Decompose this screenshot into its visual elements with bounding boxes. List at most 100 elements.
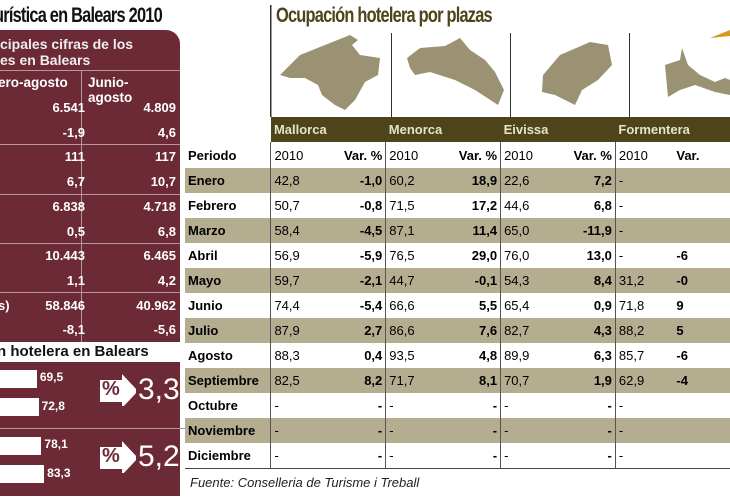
table-cell: 42,8 <box>270 168 329 193</box>
table-cell: 18,9 <box>443 168 502 193</box>
table-cell: Junio <box>188 298 223 313</box>
table-cell: 2,7 <box>328 318 387 343</box>
island-header: Mallorca <box>270 117 386 142</box>
table-cell: - <box>328 443 387 469</box>
subheader: 2010 <box>385 142 444 168</box>
table-cell: -0,8 <box>328 193 387 218</box>
bar-value: 69,5 <box>39 370 64 384</box>
subheader: Var. <box>676 147 700 163</box>
table-cell: 86,6 <box>385 318 444 343</box>
table-cell: - <box>614 393 674 418</box>
table-cell: 8,2 <box>328 368 387 393</box>
value-jun-aug: 4,6 <box>157 124 176 140</box>
occupancy-table: Mallorca Menorca Eivissa Formentera Periodo 2… <box>185 117 730 469</box>
value-jan-aug: 58.846 <box>45 297 85 313</box>
subheader: 2010 <box>500 142 558 168</box>
table-cell <box>673 193 730 218</box>
table-cell: - <box>614 418 674 443</box>
table-cell: Agosto <box>188 348 233 363</box>
table-cell: 71,5 <box>385 193 444 218</box>
table-cell: 56,9 <box>270 243 329 268</box>
value-jun-aug: 6.465 <box>143 248 176 264</box>
island-maps <box>270 5 730 117</box>
table-cell: - <box>500 393 558 418</box>
table-cell: 82,5 <box>270 368 329 393</box>
bar-current <box>0 465 45 483</box>
table-cell: - <box>557 393 616 418</box>
table-cell: - <box>270 443 329 469</box>
divider <box>0 144 180 146</box>
table-cell: 65,4 <box>500 293 558 318</box>
table-cell: 74,4 <box>270 293 329 318</box>
table-cell: 4,8 <box>443 343 502 368</box>
table-cell: - <box>614 443 674 469</box>
table-cell: 88,2 <box>614 318 674 343</box>
island-header: Formentera <box>615 117 730 142</box>
table-cell: -6 <box>676 348 688 363</box>
value-jun-aug: 117 <box>155 149 176 165</box>
subheader: 2010 <box>614 142 674 168</box>
table-cell: 76,0 <box>500 243 558 268</box>
occupancy-bars-panel: 69,5 72,8 % 3,3 78,1 83,3 % 5,2 <box>0 362 190 496</box>
percent-symbol: % <box>102 378 120 400</box>
table-cell: 88,3 <box>270 343 329 368</box>
percent-symbol: % <box>102 445 120 467</box>
table-cell: - <box>557 418 616 443</box>
value-jan-aug: 6.541 <box>52 100 85 115</box>
arrow-decoration-icon <box>710 30 730 38</box>
value-jan-aug: 111 <box>64 149 85 165</box>
figure-row: 6.838 4.718 <box>0 194 180 219</box>
table-row: Noviembre - - - - - - - <box>185 418 730 443</box>
table-cell <box>673 443 730 469</box>
value-jun-aug: 10,7 <box>150 174 176 190</box>
table-cell: 60,2 <box>385 168 444 193</box>
value-jun-aug: 6,8 <box>157 223 176 239</box>
subheader: Periodo <box>188 147 237 163</box>
table-cell: 44,6 <box>500 193 558 218</box>
table-row: Mayo 59,7 -2,1 44,7 -0,1 54,3 8,4 31,2 -0 <box>185 268 730 293</box>
table-cell: 17,2 <box>443 193 502 218</box>
table-row: Julio 87,9 2,7 86,6 7,6 82,7 4,3 88,2 5 <box>185 318 730 343</box>
divider <box>510 33 511 117</box>
table-cell: 59,7 <box>270 268 329 293</box>
subheader: Var. % <box>557 142 616 168</box>
bar-value: 83,3 <box>47 466 71 480</box>
figure-row: -1,9 4,6 <box>0 120 180 145</box>
table-row: Febrero 50,7 -0,8 71,5 17,2 44,6 6,8- <box>185 193 730 218</box>
table-cell: 93,5 <box>385 343 444 368</box>
value-jan-aug: 0,5 <box>66 223 85 239</box>
percent-diff: 5,2 <box>138 440 180 473</box>
table-row: Abril 56,9 -5,9 76,5 29,0 76,0 13,0- -6 <box>185 243 730 268</box>
subheader: Var. % <box>328 142 387 168</box>
table-row: Septiembre 82,5 8,2 71,7 8,1 70,7 1,9 62,9 -4 <box>185 368 730 393</box>
divider <box>0 243 180 244</box>
island-header-row: Mallorca Menorca Eivissa Formentera <box>185 117 730 142</box>
table-cell: - <box>385 418 444 443</box>
island-header: Eivissa <box>500 117 616 142</box>
table-row: Octubre - - - - - - - <box>185 393 730 418</box>
divider <box>629 33 630 117</box>
value-jun-aug: 4.809 <box>143 100 176 115</box>
table-cell <box>673 168 730 193</box>
bar-current <box>0 398 39 416</box>
table-cell: 54,3 <box>500 268 558 293</box>
figure-row: 1,1 4,2 <box>0 268 180 293</box>
table-cell: -1,0 <box>328 168 387 193</box>
figure-row: -8,1 -5,6 <box>0 317 180 342</box>
table-cell: 29,0 <box>443 243 502 268</box>
table-cell: -4 <box>673 368 730 393</box>
occupancy-subtitle: n hotelera en Balears <box>0 343 149 360</box>
table-cell: 70,7 <box>500 368 558 393</box>
table-cell: -6 <box>676 248 688 263</box>
table-cell: 87,9 <box>270 318 329 343</box>
table-cell: -5,4 <box>328 293 387 318</box>
table-cell: 7,2 <box>557 168 616 193</box>
eivissa-map-icon <box>542 42 612 105</box>
table-cell: -2,1 <box>328 268 387 293</box>
table-cell: 62,9 <box>614 368 674 393</box>
table-cell: 65,0 <box>500 218 558 243</box>
percent-diff: 3,3 <box>138 373 180 406</box>
divider <box>0 428 190 429</box>
table-cell: 71,8 <box>614 293 674 318</box>
divider <box>0 292 180 294</box>
